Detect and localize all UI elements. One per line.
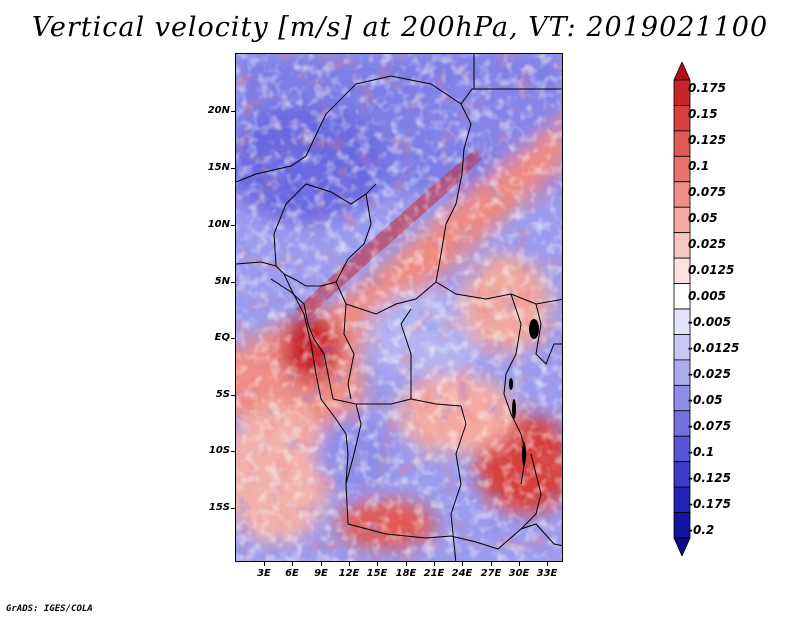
x-tick (264, 562, 265, 566)
colorbar-label: 0.15 (688, 107, 718, 121)
footer-credit: GrADS: IGES/COLA (6, 604, 93, 614)
y-tick (231, 338, 235, 339)
colorbar-label: 0.175 (688, 81, 726, 95)
y-tick-label: 20N (207, 105, 230, 116)
x-tick-label: 24E (451, 568, 473, 579)
contour-noise (236, 54, 562, 561)
x-tick-label: 15E (366, 568, 388, 579)
map-canvas (236, 54, 562, 561)
y-tick (231, 508, 235, 509)
x-tick (491, 562, 492, 566)
colorbar-top-arrow (673, 62, 691, 81)
colorbar-label: -0.005 (688, 315, 731, 329)
x-tick (434, 562, 435, 566)
y-tick (231, 111, 235, 112)
chart-title: Vertical velocity [m/s] at 200hPa, VT: 2… (31, 12, 769, 43)
x-tick (292, 562, 293, 566)
colorbar-label: 0.025 (688, 237, 726, 251)
colorbar-label: -0.025 (688, 367, 731, 381)
x-tick (349, 562, 350, 566)
y-tick-label: 15S (208, 502, 230, 513)
y-tick-label: 15N (207, 162, 230, 173)
x-tick-label: 6E (285, 568, 299, 579)
x-tick-label: 27E (480, 568, 502, 579)
y-tick-label: 5N (214, 276, 230, 287)
x-tick-label: 18E (395, 568, 417, 579)
y-tick (231, 451, 235, 452)
colorbar-label: -0.1 (688, 445, 715, 459)
colorbar-label: 0.125 (688, 133, 726, 147)
colorbar-label: -0.125 (688, 471, 731, 485)
y-tick (231, 168, 235, 169)
x-tick-label: 30E (508, 568, 530, 579)
colorbar-label: -0.175 (688, 497, 731, 511)
colorbar-label: 0.05 (688, 211, 718, 225)
colorbar-label: -0.2 (688, 523, 715, 537)
colorbar-label: -0.075 (688, 419, 731, 433)
colorbar-label: 0.0125 (688, 263, 735, 277)
x-tick-label: 3E (257, 568, 271, 579)
x-tick-label: 12E (338, 568, 360, 579)
country-borders (236, 54, 562, 561)
y-tick (231, 282, 235, 283)
colorbar-label: -0.0125 (688, 341, 740, 355)
x-tick (321, 562, 322, 566)
colorbar-label: 0.005 (688, 289, 726, 303)
colorbar-bottom-arrow (673, 537, 691, 556)
y-tick-label: 10S (208, 445, 230, 456)
x-tick (377, 562, 378, 566)
y-tick-label: 5S (215, 389, 230, 400)
x-tick (406, 562, 407, 566)
colorbar-label: 0.075 (688, 185, 726, 199)
x-tick-label: 9E (314, 568, 328, 579)
x-tick (462, 562, 463, 566)
x-tick-label: 33E (536, 568, 558, 579)
y-tick (231, 395, 235, 396)
vertical-velocity-map (235, 53, 563, 562)
y-tick-label: 10N (207, 219, 230, 230)
colorbar-label: -0.05 (688, 393, 723, 407)
x-tick (547, 562, 548, 566)
y-tick-label: EQ (214, 332, 230, 343)
colorbar-label: 0.1 (688, 159, 710, 173)
x-tick (519, 562, 520, 566)
colorbar (673, 62, 691, 556)
x-tick-label: 21E (423, 568, 445, 579)
y-tick (231, 225, 235, 226)
lake-shapes (509, 319, 539, 466)
